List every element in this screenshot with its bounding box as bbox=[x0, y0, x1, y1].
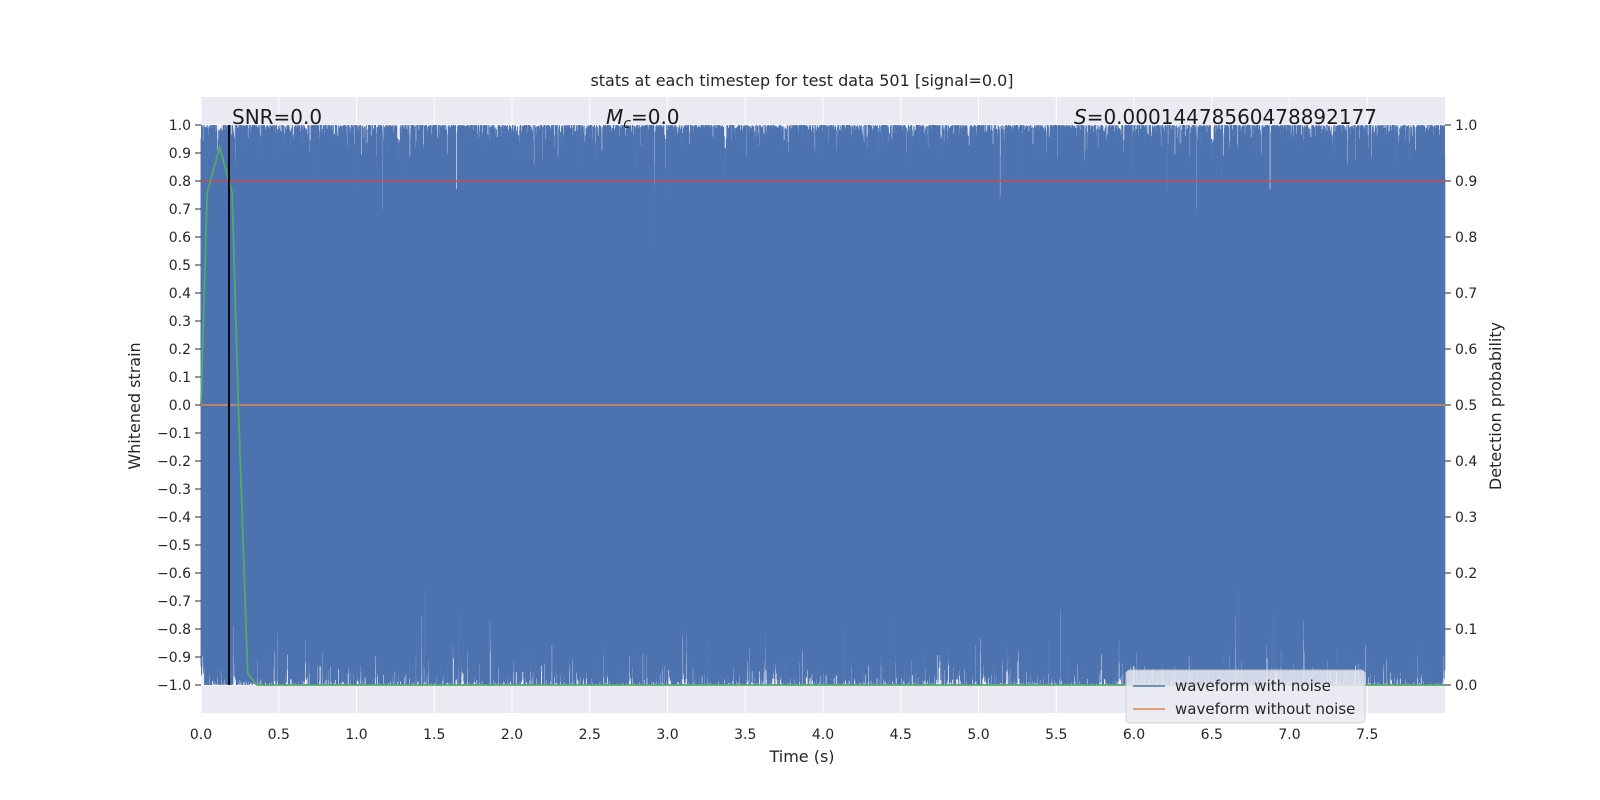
chirp-mass-symbol: M bbox=[606, 105, 623, 129]
x-tick-label: 0.5 bbox=[268, 727, 290, 743]
y-tick-label: −1.0 bbox=[157, 678, 191, 694]
y-right-tick-label: 0.9 bbox=[1455, 174, 1477, 190]
x-tick-label: 3.5 bbox=[734, 727, 756, 743]
y-tick-labels: 1.0 0.9 0.8 0.7 0.6 0.5 0.4 0.3 0.2 0.1 0.0 −0.1 −0.… bbox=[157, 118, 201, 694]
chirp-mass-value: =0.0 bbox=[631, 105, 680, 129]
chirp-mass-annotation: Mc=0.0 bbox=[606, 105, 680, 132]
x-tick-label: 5.0 bbox=[967, 727, 989, 743]
detection-probability-line bbox=[200, 144, 1445, 686]
y-tick-label: 0.0 bbox=[169, 398, 191, 414]
legend-label-clean: waveform without noise bbox=[1175, 700, 1355, 718]
x-tick-label: 4.0 bbox=[812, 727, 834, 743]
y-tick-label: 0.6 bbox=[169, 230, 191, 246]
y-tick-label: 0.4 bbox=[169, 286, 191, 302]
x-tick-label: 5.5 bbox=[1045, 727, 1067, 743]
y-tick-label: 0.8 bbox=[169, 174, 191, 190]
y-tick-label: −0.1 bbox=[157, 426, 191, 442]
y-right-tick-label: 0.6 bbox=[1455, 342, 1477, 358]
x-tick-label: 7.5 bbox=[1356, 727, 1378, 743]
y-tick-label: 1.0 bbox=[169, 118, 191, 134]
y-axis-label: Whitened strain bbox=[125, 342, 144, 469]
y-right-axis-label: Detection probability bbox=[1486, 322, 1505, 490]
noisy-waveform-series bbox=[200, 125, 1446, 685]
x-tick-label: 1.0 bbox=[345, 727, 367, 743]
x-tick-label: 3.0 bbox=[656, 727, 678, 743]
x-tick-label: 6.0 bbox=[1123, 727, 1145, 743]
overlay-lines bbox=[200, 125, 1445, 686]
y-right-tick-label: 0.1 bbox=[1455, 622, 1477, 638]
x-axis-label: Time (s) bbox=[768, 747, 834, 766]
y-tick-label: −0.9 bbox=[157, 650, 191, 666]
y-tick-label: −0.2 bbox=[157, 454, 191, 470]
x-tick-label: 1.5 bbox=[423, 727, 445, 743]
y-tick-label: 0.5 bbox=[169, 258, 191, 274]
legend-box bbox=[1125, 669, 1366, 724]
chirp-mass-subscript: c bbox=[623, 116, 631, 132]
s-value: =0.00014478560478892177 bbox=[1087, 105, 1377, 129]
y-right-tick-label: 0.2 bbox=[1455, 566, 1477, 582]
y-tick-label: 0.2 bbox=[169, 342, 191, 358]
legend-label-noise: waveform with noise bbox=[1175, 677, 1331, 695]
x-tick-label: 2.0 bbox=[501, 727, 523, 743]
y-tick-label: −0.6 bbox=[157, 566, 191, 582]
y-right-tick-label: 0.3 bbox=[1455, 510, 1477, 526]
y-right-tick-label: 0.5 bbox=[1455, 398, 1477, 414]
x-tick-label: 2.5 bbox=[579, 727, 601, 743]
x-tick-label: 0.0 bbox=[190, 727, 212, 743]
y-tick-label: 0.1 bbox=[169, 370, 191, 386]
y-tick-label: −0.5 bbox=[157, 538, 191, 554]
y-tick-label: 0.9 bbox=[169, 146, 191, 162]
y-right-tick-label: 0.7 bbox=[1455, 286, 1477, 302]
legend: waveform with noise waveform without noi… bbox=[1125, 669, 1366, 724]
y-tick-label: −0.4 bbox=[157, 510, 191, 526]
x-tick-labels: 0.0 0.5 1.0 1.5 2.0 2.5 3.0 3.5 4.0 4.5 5.0 5.5 6.0 6… bbox=[190, 727, 1379, 743]
chart-title: stats at each timestep for test data 501… bbox=[590, 71, 1013, 90]
x-tick-label: 6.5 bbox=[1201, 727, 1223, 743]
y-right-tick-label: 0.8 bbox=[1455, 230, 1477, 246]
y-right-tick-label: 0.0 bbox=[1455, 678, 1477, 694]
y-tick-label: −0.3 bbox=[157, 482, 191, 498]
snr-annotation: SNR=0.0 bbox=[232, 105, 322, 129]
y-right-tick-labels: 1.0 0.9 0.8 0.7 0.6 0.5 0.4 0.3 0.2 0.1 0.0 bbox=[1445, 118, 1477, 694]
s-symbol: S bbox=[1074, 105, 1087, 129]
x-tick-label: 7.0 bbox=[1278, 727, 1300, 743]
s-statistic-annotation: S=0.00014478560478892177 bbox=[1074, 105, 1377, 129]
x-tick-label: 4.5 bbox=[890, 727, 912, 743]
y-tick-label: 0.3 bbox=[169, 314, 191, 330]
y-tick-label: −0.8 bbox=[157, 622, 191, 638]
y-tick-label: 0.7 bbox=[169, 202, 191, 218]
y-right-tick-label: 1.0 bbox=[1455, 118, 1477, 134]
y-right-tick-label: 0.4 bbox=[1455, 454, 1477, 470]
y-tick-label: −0.7 bbox=[157, 594, 191, 610]
